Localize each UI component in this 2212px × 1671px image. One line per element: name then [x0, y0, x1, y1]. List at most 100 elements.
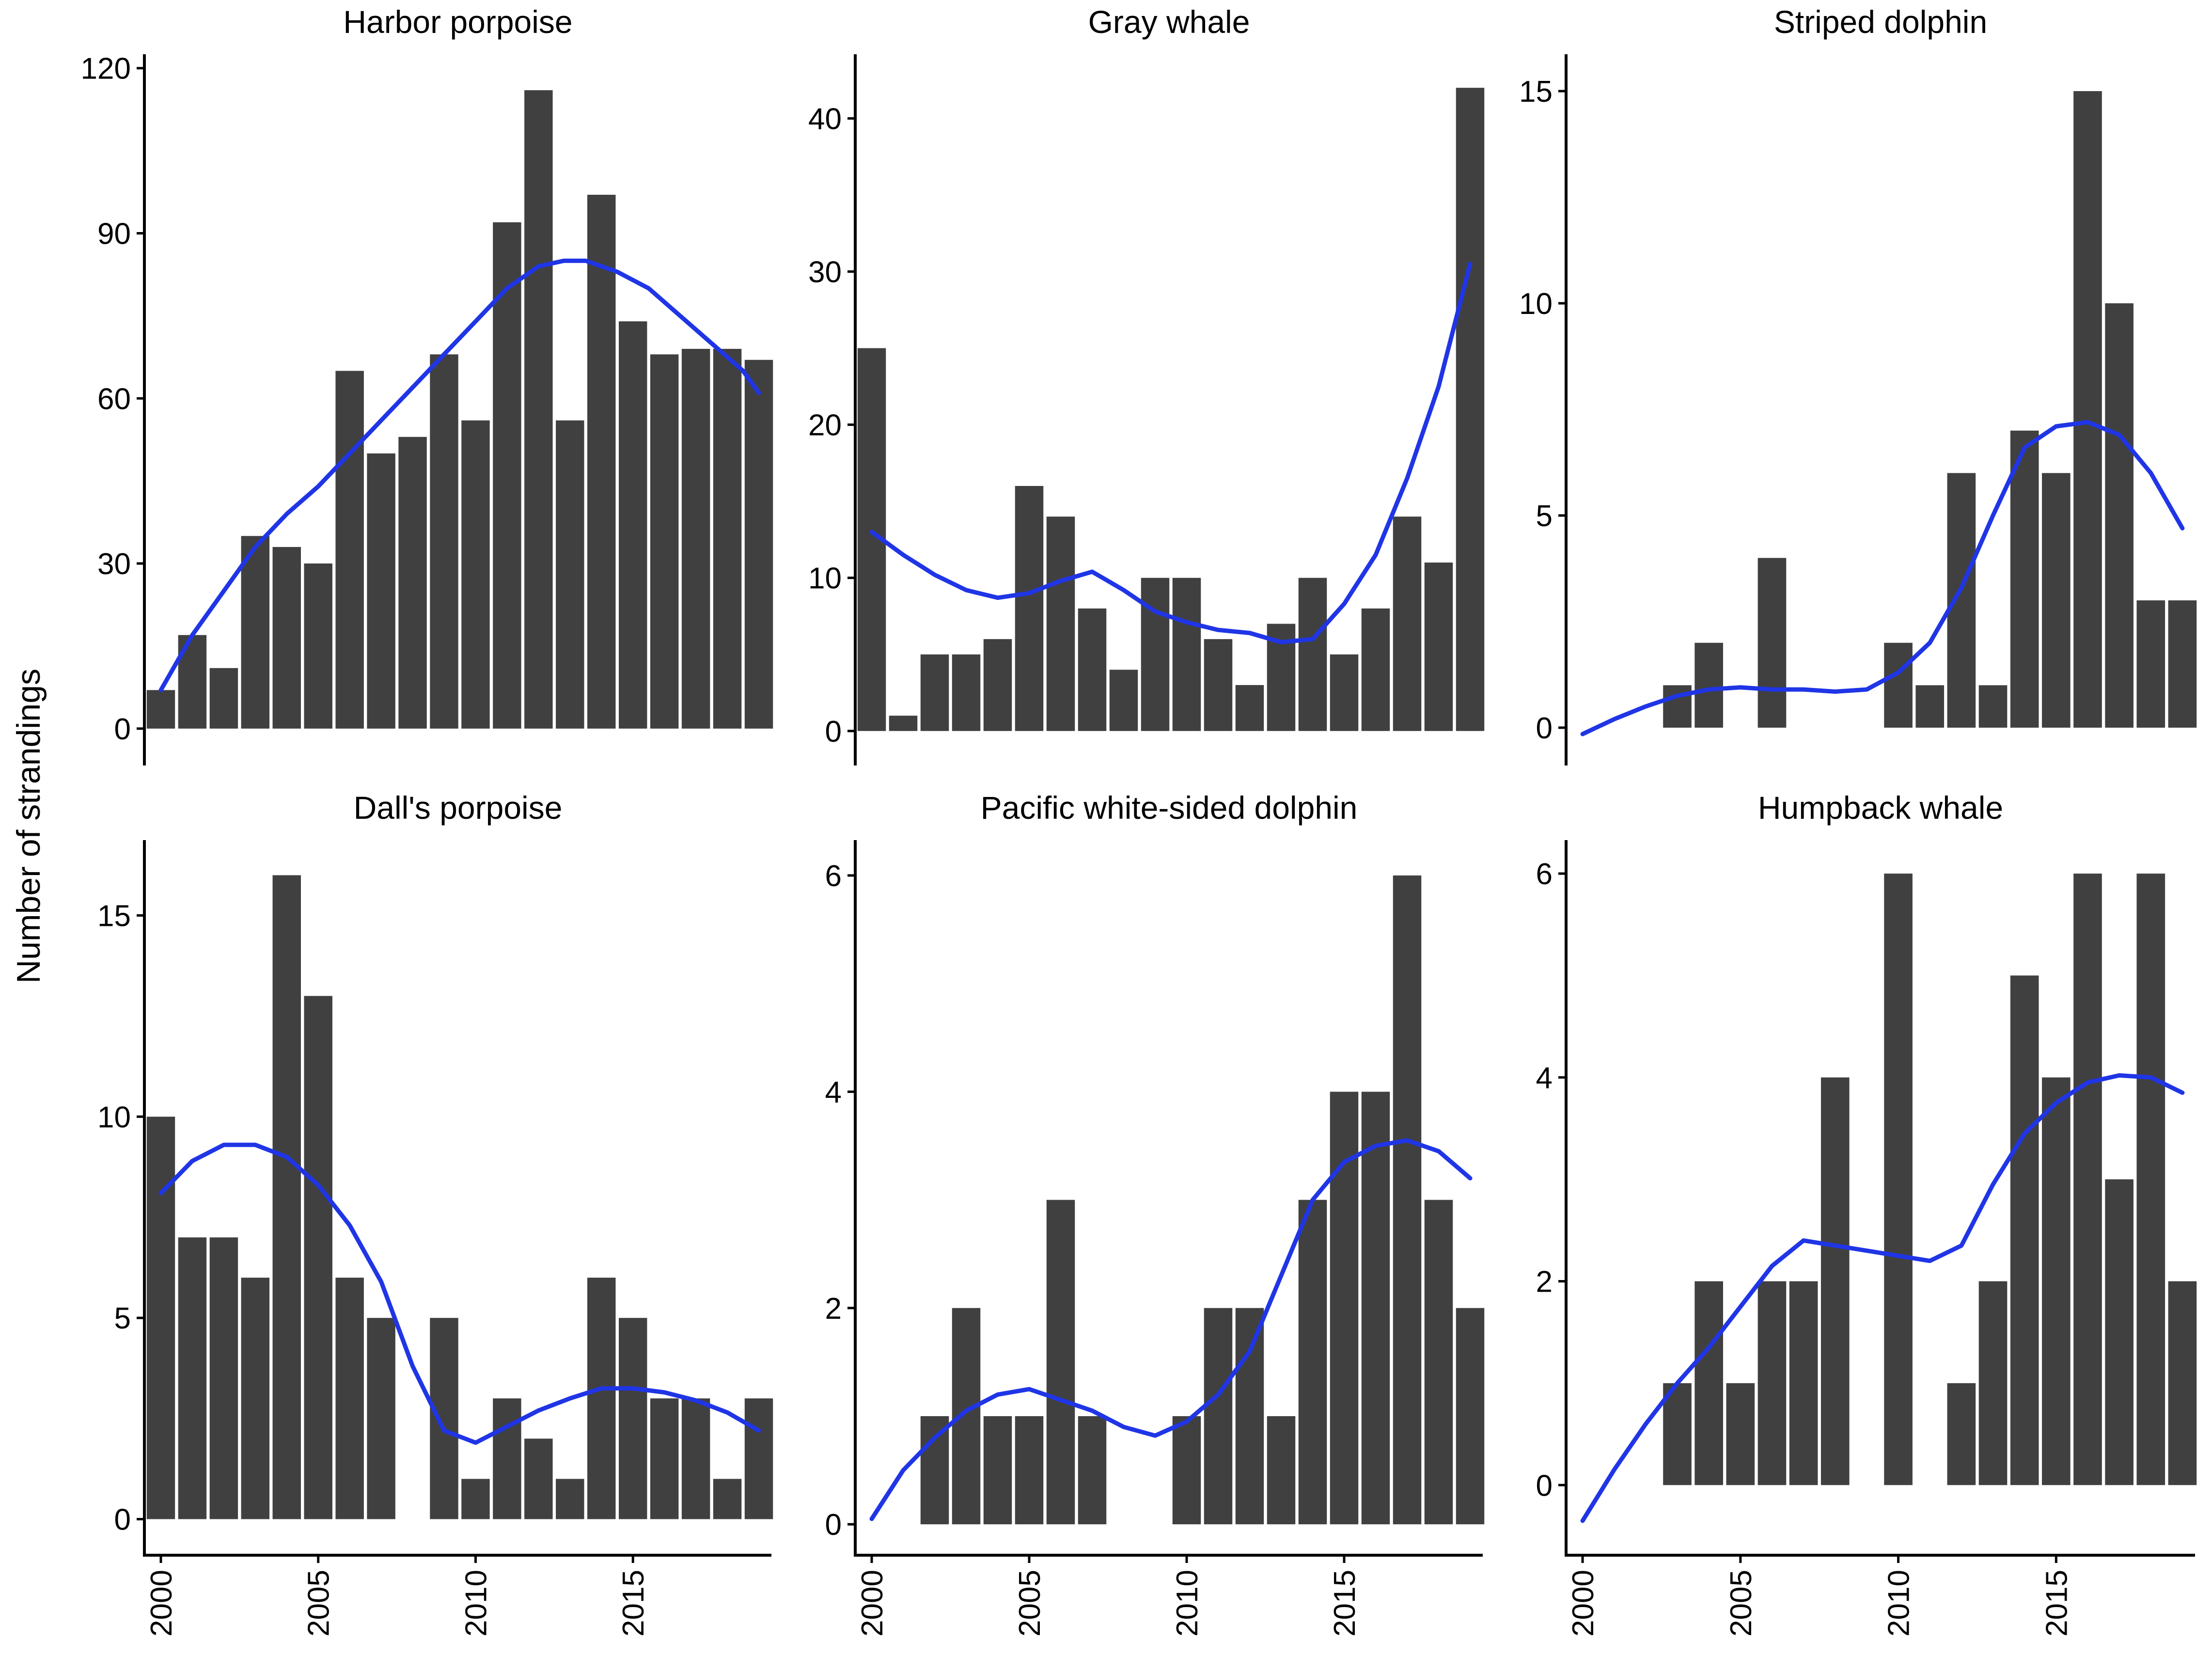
bar-2012	[1235, 685, 1264, 731]
bar-2018	[713, 1479, 742, 1519]
bar-2014	[587, 1278, 616, 1519]
bar-2007	[1078, 1416, 1107, 1525]
bar-2012	[1947, 473, 1976, 728]
y-tick-label: 0	[114, 1503, 131, 1537]
panel-title: Humpback whale	[1758, 790, 2003, 826]
smooth-trend-line	[158, 1142, 761, 1445]
bar-2005	[304, 996, 332, 1519]
y-tick-label: 5	[114, 1302, 131, 1335]
bar-2002	[920, 654, 949, 731]
y-tick-label: 15	[97, 900, 131, 933]
bar-2018	[2136, 600, 2165, 728]
bar-2011	[1204, 1308, 1233, 1525]
bar-2006	[335, 1278, 364, 1519]
y-tick-label: 10	[1519, 287, 1553, 321]
bar-2019	[744, 359, 773, 729]
y-tick-label: 120	[81, 52, 131, 86]
x-tick-label: 2015	[617, 1570, 650, 1637]
bar-2004	[1694, 1281, 1723, 1485]
bar-2004	[1694, 642, 1723, 728]
bar-2019	[1456, 88, 1485, 731]
bar-2005	[1015, 1416, 1044, 1525]
bar-2010	[1884, 874, 1913, 1485]
bar-2010	[461, 420, 490, 729]
bar-2014	[2010, 975, 2039, 1485]
bar-2016	[1361, 1092, 1390, 1525]
bar-2019	[2168, 1281, 2197, 1485]
smooth-trend-line	[158, 258, 761, 692]
bar-2013	[556, 420, 584, 729]
y-tick-label: 2	[825, 1292, 842, 1326]
y-tick-label: 10	[808, 562, 842, 595]
bar-2014	[2010, 430, 2039, 728]
bar-2016	[2073, 91, 2102, 728]
bar-2003	[241, 1278, 270, 1519]
bar-2009	[1141, 578, 1170, 731]
bar-2004	[983, 1416, 1012, 1525]
y-tick-label: 40	[808, 102, 842, 136]
panel-title: Harbor porpoise	[343, 4, 572, 40]
bar-2006	[1757, 558, 1787, 728]
bar-2017	[2105, 303, 2134, 728]
bar-2018	[713, 349, 742, 729]
bar-2000	[146, 690, 175, 729]
panel-dall-s-porpoise: Dall's porpoise 0 5 10 15 2000 2005 2010 2015	[97, 790, 773, 1637]
smooth-trend-line	[869, 1138, 1473, 1521]
bar-2012	[524, 90, 553, 729]
bar-2014	[587, 194, 616, 729]
bar-2005	[1015, 486, 1044, 731]
panel-title: Striped dolphin	[1774, 4, 1987, 40]
bar-2016	[650, 354, 679, 729]
bar-2017	[1393, 516, 1422, 731]
panel-harbor-porpoise: Harbor porpoise 0 30 60 90 120	[81, 4, 773, 765]
bar-2007	[367, 453, 395, 729]
bar-2016	[2073, 874, 2102, 1485]
bar-2002	[920, 1416, 949, 1525]
y-tick-label: 15	[1519, 75, 1553, 109]
bar-2008	[1820, 1077, 1850, 1485]
bar-2015	[618, 321, 647, 729]
y-tick-label: 4	[1536, 1062, 1553, 1095]
x-tick-label: 2005	[302, 1570, 336, 1637]
bar-2001	[178, 1237, 207, 1519]
bar-2017	[681, 1398, 710, 1519]
bar-2003	[952, 654, 981, 731]
y-tick-label: 60	[97, 382, 131, 416]
bar-2009	[430, 1318, 458, 1519]
bar-2005	[304, 563, 332, 729]
bar-2017	[2105, 1179, 2134, 1485]
bar-2001	[889, 716, 918, 731]
smooth-trend-line	[869, 262, 1473, 644]
x-tick-label: 2010	[460, 1570, 493, 1637]
bar-2014	[1298, 1200, 1327, 1525]
bar-2017	[681, 349, 710, 729]
panel-title: Gray whale	[1088, 4, 1250, 40]
bar-2019	[2168, 600, 2197, 728]
bar-2003	[952, 1308, 981, 1525]
bar-2019	[744, 1398, 773, 1519]
bar-2006	[1757, 1281, 1787, 1485]
bar-2006	[1046, 1200, 1075, 1525]
y-tick-label: 10	[97, 1101, 131, 1134]
bar-2007	[367, 1318, 395, 1519]
y-axis-title: Number of strandings	[10, 669, 47, 984]
x-tick-label: 2010	[1171, 1570, 1204, 1637]
bar-2011	[493, 1398, 521, 1519]
y-tick-label: 0	[825, 715, 842, 749]
bar-2010	[1884, 642, 1913, 728]
y-tick-label: 90	[97, 218, 131, 251]
y-tick-label: 20	[808, 409, 842, 442]
y-tick-label: 6	[1536, 858, 1553, 891]
bar-2018	[2136, 874, 2165, 1485]
y-tick-label: 2	[1536, 1265, 1553, 1299]
x-tick-label: 2015	[1328, 1570, 1362, 1637]
bar-2010	[461, 1479, 490, 1519]
bar-2004	[272, 875, 301, 1519]
y-tick-label: 0	[114, 713, 131, 746]
bar-2011	[1915, 685, 1945, 728]
bar-2004	[983, 639, 1012, 731]
bar-2013	[1978, 685, 2008, 728]
panel-title: Pacific white-sided dolphin	[981, 790, 1358, 826]
x-tick-label: 2010	[1883, 1570, 1916, 1637]
